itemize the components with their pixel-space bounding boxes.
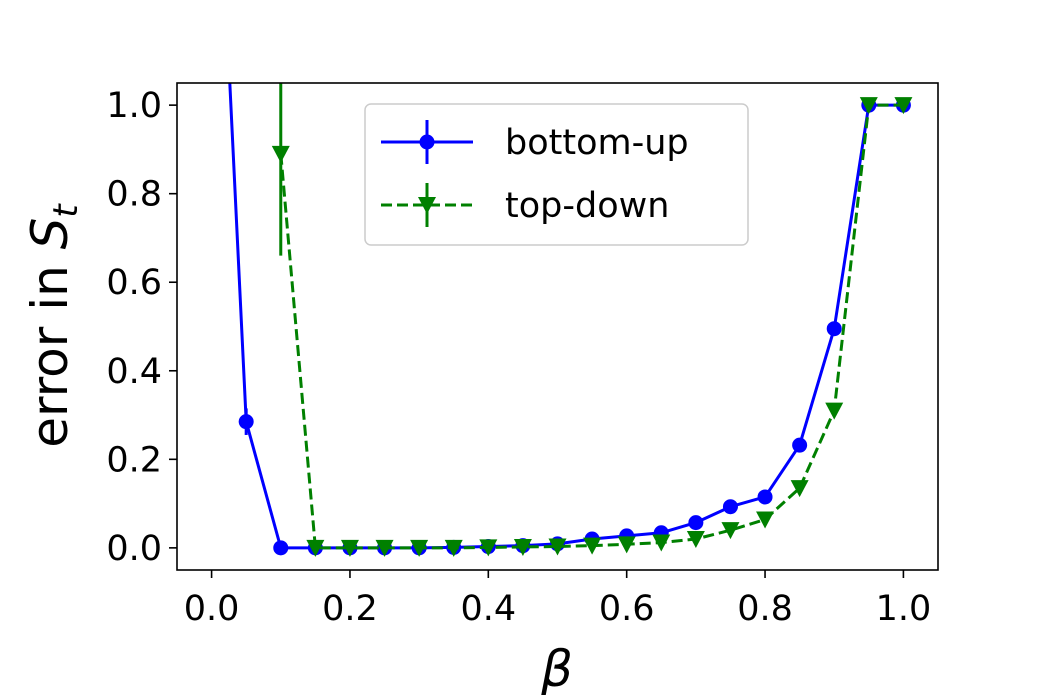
data-point-top-down [859, 97, 878, 115]
y-tick-label: 0.2 [106, 440, 162, 480]
data-point-top-down [306, 539, 325, 557]
y-axis-title-text: error in [21, 249, 79, 447]
legend-label-bottom-up: bottom-up [505, 123, 689, 163]
x-tick-label: 1.0 [876, 589, 932, 629]
data-point-bottom-up [722, 499, 738, 515]
data-point-top-down [548, 538, 567, 556]
plot-frame [176, 82, 939, 571]
data-point-top-down [721, 522, 740, 540]
series-top-down [271, 83, 913, 557]
legend-entry-top-down: top-down [381, 183, 669, 227]
legend-label-top-down: top-down [505, 186, 669, 226]
legend: bottom-up top-down [364, 103, 749, 246]
data-point-top-down [513, 538, 532, 556]
y-axis-title-var: S [21, 218, 79, 250]
y-tick-label: 0.8 [106, 175, 162, 215]
data-point-bottom-up [757, 489, 773, 505]
data-point-top-down [825, 402, 844, 420]
data-point-top-down [375, 539, 394, 557]
data-point-top-down [271, 145, 290, 163]
x-tick-label: 0.6 [599, 589, 655, 629]
y-tick-label: 1.0 [106, 86, 162, 126]
y-tick-label: 0.6 [106, 263, 162, 303]
legend-box [364, 103, 749, 246]
data-point-top-down [652, 534, 671, 552]
x-tick-label: 0.8 [737, 589, 793, 629]
legend-entry-bottom-up: bottom-up [381, 120, 689, 164]
data-point-top-down [686, 531, 705, 549]
data-point-top-down [756, 511, 775, 529]
data-point-top-down [617, 536, 636, 554]
y-tick-label: 0.4 [106, 352, 162, 392]
x-tick-label: 0.2 [322, 589, 378, 629]
data-point-bottom-up [792, 437, 808, 453]
x-tick-label: 0.4 [460, 589, 516, 629]
data-point-top-down [340, 539, 359, 557]
data-point-bottom-up [688, 515, 704, 531]
data-point-top-down [894, 97, 913, 115]
y-axis-title-sub: t [46, 203, 86, 218]
y-tick-label: 0.0 [106, 529, 162, 569]
y-axis: 0.0 0.2 0.4 0.6 0.8 1.0 [106, 86, 177, 569]
x-axis-title: β [540, 640, 573, 695]
series-layer [228, 83, 913, 557]
data-point-top-down [479, 539, 498, 557]
data-point-top-down [444, 539, 463, 557]
legend-marker-bottom-up [419, 134, 435, 150]
data-point-top-down [410, 539, 429, 557]
y-axis-title: error in St [21, 203, 86, 448]
data-point-bottom-up [238, 414, 254, 430]
data-point-top-down [583, 537, 602, 555]
data-point-bottom-up [273, 540, 289, 556]
legend-marker-top-down [418, 197, 436, 214]
x-axis: 0.0 0.2 0.4 0.6 0.8 1.0 [184, 570, 931, 629]
data-point-bottom-up [826, 321, 842, 337]
x-tick-label: 0.0 [184, 589, 240, 629]
data-point-top-down [790, 480, 809, 498]
